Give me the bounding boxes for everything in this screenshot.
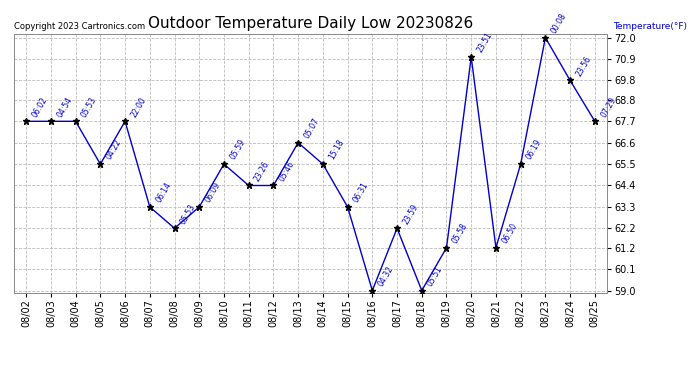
Text: 23:56: 23:56	[574, 54, 593, 78]
Text: 05:07: 05:07	[302, 116, 321, 140]
Text: 05:53: 05:53	[179, 202, 197, 225]
Text: Temperature(°F): Temperature(°F)	[613, 22, 687, 31]
Title: Outdoor Temperature Daily Low 20230826: Outdoor Temperature Daily Low 20230826	[148, 16, 473, 31]
Text: 05:53: 05:53	[80, 95, 99, 118]
Text: 23:51: 23:51	[475, 31, 494, 54]
Text: 07:29: 07:29	[599, 95, 618, 118]
Text: 22:00: 22:00	[129, 95, 148, 118]
Text: 04:32: 04:32	[377, 264, 395, 288]
Text: 06:02: 06:02	[30, 95, 49, 118]
Text: 06:19: 06:19	[525, 138, 544, 161]
Text: 00:08: 00:08	[549, 11, 569, 35]
Text: 06:09: 06:09	[204, 181, 222, 204]
Text: 23:59: 23:59	[401, 202, 420, 225]
Text: 05:51: 05:51	[426, 264, 444, 288]
Text: 23:26: 23:26	[253, 159, 272, 183]
Text: 06:31: 06:31	[352, 181, 371, 204]
Text: 06:14: 06:14	[154, 181, 172, 204]
Text: Copyright 2023 Cartronics.com: Copyright 2023 Cartronics.com	[14, 22, 145, 31]
Text: 05:58: 05:58	[451, 222, 469, 245]
Text: 05:46: 05:46	[277, 159, 297, 183]
Text: 04:54: 04:54	[55, 95, 74, 118]
Text: 04:22: 04:22	[104, 138, 124, 161]
Text: 05:59: 05:59	[228, 138, 247, 161]
Text: 15:18: 15:18	[327, 138, 346, 161]
Text: 06:50: 06:50	[500, 221, 519, 245]
